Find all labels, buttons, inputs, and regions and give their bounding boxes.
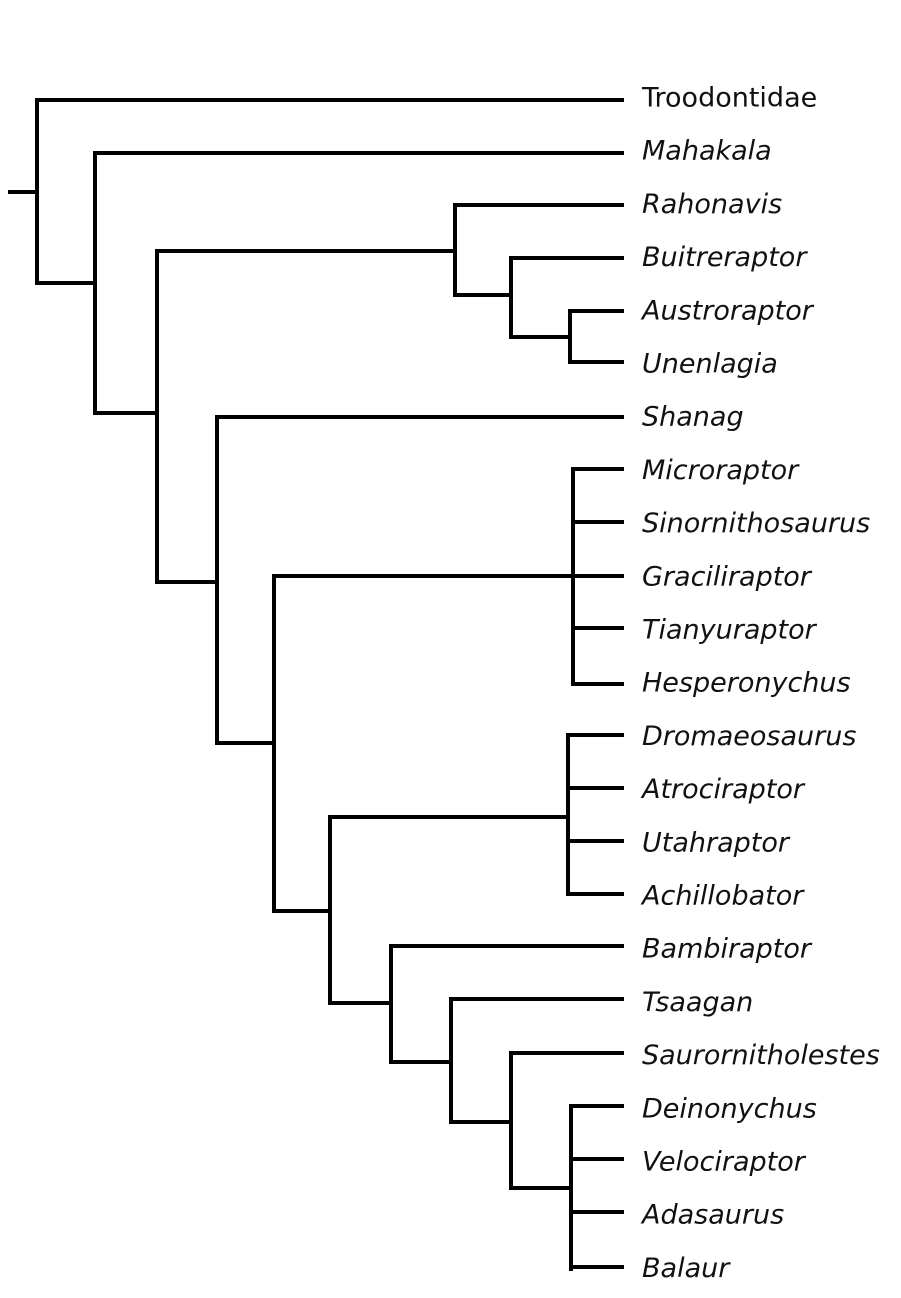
taxon-label: Saurornitholestes — [642, 1040, 880, 1071]
taxon-label: Velociraptor — [642, 1147, 807, 1178]
tree-branches — [8, 98, 624, 1271]
taxon-label: Utahraptor — [642, 827, 791, 858]
taxon-label: Buitreraptor — [642, 242, 808, 273]
taxon-label: Troodontidae — [641, 83, 817, 114]
taxon-label: Balaur — [642, 1253, 731, 1284]
taxon-label: Achillobator — [640, 881, 805, 912]
taxon-label: Austroraptor — [640, 295, 815, 326]
taxon-label: Graciliraptor — [642, 561, 813, 592]
taxon-label: Deinonychus — [642, 1093, 817, 1124]
taxon-label: Unenlagia — [642, 349, 778, 380]
taxon-label: Atrociraptor — [640, 774, 806, 805]
taxon-label: Bambiraptor — [642, 934, 813, 965]
taxon-label: Dromaeosaurus — [642, 721, 856, 752]
taxon-label: Sinornithosaurus — [642, 508, 870, 539]
taxon-label: Tsaagan — [642, 987, 753, 1018]
taxon-label: Adasaurus — [640, 1200, 784, 1231]
taxon-label: Tianyuraptor — [642, 615, 818, 646]
taxon-label: Rahonavis — [642, 189, 782, 220]
taxon-label: Shanag — [642, 402, 744, 433]
taxon-label: Mahakala — [642, 136, 772, 167]
taxon-label: Hesperonychus — [642, 668, 851, 699]
taxon-label: Microraptor — [642, 455, 800, 486]
